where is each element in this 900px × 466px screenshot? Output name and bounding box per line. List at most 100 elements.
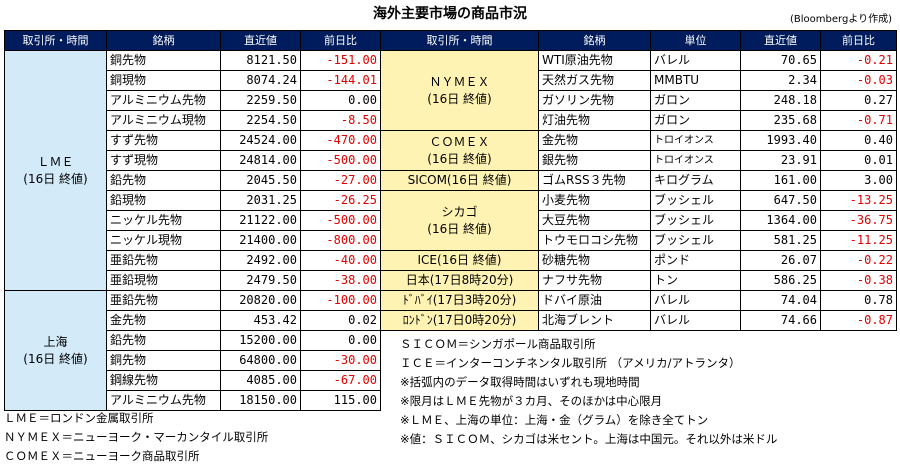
left-item-name: すず現物 (106, 150, 221, 171)
right-exchange-group: SICOM(16日 終値) (380, 170, 539, 191)
right-item-name: 銀先物 (538, 150, 651, 171)
table-row: アルミニウム先物 18150.00 115.00 (5, 390, 897, 411)
header-exchange-left: 取引所・時間 (4, 30, 107, 51)
header-change-left: 前日比 (300, 30, 381, 51)
right-item-unit: キログラム (650, 170, 741, 191)
right-item-name: 砂糖先物 (538, 250, 651, 271)
right-exchange-name: 日本(17日8時20分) (405, 273, 514, 287)
left-item-change: -500.00 (300, 210, 381, 231)
table-row: ニッケル現物 21400.00 -800.00 トウモロコシ先物 ブッシェル 581.25… (5, 230, 897, 251)
right-item-price: 1993.40 (740, 130, 821, 151)
right-item-unit: ブッシェル (650, 210, 741, 231)
table-row: ＬＭＥ (16日 終値) 銅先物 8121.50 -151.00 ＮＹＭＥＸ (16日 終値… (4, 50, 897, 291)
right-item-unit: トロイオンス (650, 130, 741, 151)
left-item-change: 0.00 (300, 90, 381, 111)
right-exchange-group: ﾄﾞﾊﾞｲ(17日3時20分) (380, 290, 539, 311)
left-item-price: 18150.00 (220, 390, 301, 411)
left-item-price: 2045.50 (220, 170, 301, 191)
right-item-name: 大豆先物 (538, 210, 651, 231)
header-row: 取引所・時間 銘柄 直近値 前日比 取引所・時間 銘柄 単位 直近値 前日比 (4, 30, 897, 51)
right-exchange-name: ＣＯＭＥＸ (429, 134, 490, 149)
left-item-name: アルミニウム現物 (106, 110, 221, 131)
left-item-price: 21400.00 (220, 230, 301, 251)
right-item-change: -36.75 (820, 210, 897, 231)
right-item-price: 586.25 (740, 270, 821, 291)
left-item-name: 鉛先物 (106, 330, 221, 351)
left-item-change: -151.00 (300, 50, 381, 71)
left-exchange-group: ＬＭＥ (16日 終値) (4, 50, 107, 291)
right-exchange-name: ﾛﾝﾄﾞﾝ(17日0時20分) (402, 313, 517, 327)
left-item-name: 鉛現物 (106, 190, 221, 211)
left-item-price: 2254.50 (220, 110, 301, 131)
table-row: ニッケル先物 21122.00 -500.00 大豆先物 ブッシェル 1364.00 -36… (5, 210, 897, 231)
note-right-line: ※ＬＭＥ、上海の単位：上海・金（グラム）を除き全てトン (400, 413, 709, 427)
left-item-change: -100.00 (300, 290, 381, 311)
right-item-unit: バレル (650, 50, 741, 71)
right-exchange-group: ＣＯＭＥＸ (16日 終値) (380, 130, 539, 171)
left-item-name: 銅先物 (106, 350, 221, 371)
left-item-change: -26.25 (300, 190, 381, 211)
right-item-price: 74.66 (740, 310, 821, 331)
left-item-name: ニッケル先物 (106, 210, 221, 231)
header-price-right: 直近値 (740, 30, 821, 51)
table-row: 亜鉛先物 2492.00 -40.00 ICE(16日 終値) 砂糖先物 ポンド 26.07… (5, 250, 897, 271)
right-item-price: 647.50 (740, 190, 821, 211)
right-item-unit: ガロン (650, 90, 741, 111)
right-item-change: -0.38 (820, 270, 897, 291)
right-item-change: -11.25 (820, 230, 897, 251)
right-item-change: 0.78 (820, 290, 897, 311)
right-item-name: ゴムRSS３先物 (538, 170, 651, 191)
right-item-change: -0.87 (820, 310, 897, 331)
left-item-price: 8121.50 (220, 50, 301, 71)
left-item-change: -800.00 (300, 230, 381, 251)
left-item-name: 鉛先物 (106, 170, 221, 191)
left-item-price: 2492.00 (220, 250, 301, 271)
left-item-name: 亜鉛現物 (106, 270, 221, 291)
right-exchange-name: ICE(16日 終値) (417, 253, 502, 267)
right-exchange-time: (16日 終値) (427, 221, 492, 236)
right-item-price: 26.07 (740, 250, 821, 271)
right-item-name: ガソリン先物 (538, 90, 651, 111)
left-item-change: -67.00 (300, 370, 381, 391)
right-item-change: 0.40 (820, 130, 897, 151)
table-row: アルミニウム現物 2254.50 -8.50 灯油先物 ガロン 235.68 -0.71 (5, 110, 897, 131)
left-item-change: 115.00 (300, 390, 381, 411)
left-item-name: アルミニウム先物 (106, 390, 221, 411)
header-exchange-right: 取引所・時間 (380, 30, 539, 51)
note-left-line: ＣＯＭＥＸ＝ニューヨーク商品取引所 (4, 449, 200, 463)
note-right-line: ＩＣＥ＝インターコンチネンタル取引所 （アメリカ/アトランタ） (400, 356, 741, 370)
left-item-price: 24814.00 (220, 150, 301, 171)
right-item-price: 248.18 (740, 90, 821, 111)
right-item-price: 74.04 (740, 290, 821, 311)
left-item-change: -144.01 (300, 70, 381, 91)
right-item-name: 金先物 (538, 130, 651, 151)
left-item-price: 4085.00 (220, 370, 301, 391)
table-row: 鉛現物 2031.25 -26.25 シカゴ (16日 終値) 小麦先物 ブッシェル 647.… (5, 190, 897, 251)
table-row: 金先物 453.42 0.02 ﾛﾝﾄﾞﾝ(17日0時20分) 北海ブレント バレル 74.… (5, 310, 897, 331)
right-item-name: 北海ブレント (538, 310, 651, 331)
left-item-change: -38.00 (300, 270, 381, 291)
note-right-line: ※限月はＬＭＥ先物が３カ月、そのほかは中心限月 (400, 394, 663, 408)
left-item-change: -40.00 (300, 250, 381, 271)
source-credit: (Bloombergより作成) (789, 14, 892, 25)
table-row: 銅現物 8074.24 -144.01 天然ガス先物 MMBTU 2.34 -0.03 (5, 70, 897, 91)
left-item-change: -8.50 (300, 110, 381, 131)
left-item-name: すず先物 (106, 130, 221, 151)
right-item-name: 小麦先物 (538, 190, 651, 211)
left-item-name: 亜鉛先物 (106, 290, 221, 311)
table-row: 鉛先物 2045.50 -27.00 SICOM(16日 終値) ゴムRSS３先物 キログ… (5, 170, 897, 191)
header-unit: 単位 (650, 30, 741, 51)
right-item-change: -0.21 (820, 50, 897, 71)
right-item-price: 1364.00 (740, 210, 821, 231)
right-item-name: 天然ガス先物 (538, 70, 651, 91)
header-item-left: 銘柄 (106, 30, 221, 51)
left-item-change: -470.00 (300, 130, 381, 151)
left-item-price: 2031.25 (220, 190, 301, 211)
right-item-unit: MMBTU (650, 70, 741, 91)
left-item-name: ニッケル現物 (106, 230, 221, 251)
right-item-unit: トロイオンス (650, 150, 741, 171)
right-item-price: 581.25 (740, 230, 821, 251)
left-item-price: 8074.24 (220, 70, 301, 91)
right-item-name: ナフサ先物 (538, 270, 651, 291)
right-exchange-group: ﾛﾝﾄﾞﾝ(17日0時20分) (380, 310, 539, 331)
